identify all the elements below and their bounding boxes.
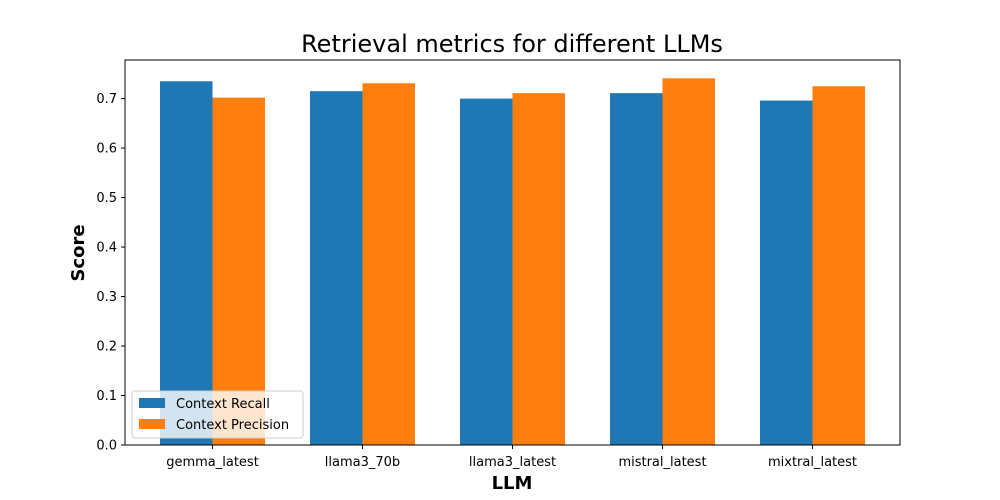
x-tick-label: mistral_latest <box>618 455 706 470</box>
bar-mixtral-latest-context-recall <box>760 100 813 446</box>
y-tick-label: 0.4 <box>96 241 117 256</box>
legend: Context Recall Context Precision <box>131 390 304 439</box>
bar-llama3-70b-context-precision <box>362 83 415 445</box>
y-tick-label: 0.6 <box>96 142 117 157</box>
y-tick-label: 0.5 <box>96 191 117 206</box>
bar-llama3-latest-context-precision <box>512 93 565 446</box>
legend-swatch-context-recall <box>139 398 165 408</box>
bar-gemma-latest-context-precision <box>212 97 265 445</box>
y-tick-label: 0.0 <box>96 439 117 454</box>
y-axis-label: Score <box>68 224 89 281</box>
bar-llama3-latest-context-recall <box>460 98 513 445</box>
y-tick-label: 0.7 <box>96 92 117 107</box>
y-tick-label: 0.2 <box>96 340 117 355</box>
x-axis-ticks: gemma_latest llama3_70b llama3_latest mistr… <box>166 445 857 470</box>
bar-mistral-latest-context-precision <box>662 78 715 446</box>
legend-box <box>131 390 304 439</box>
x-tick-label: llama3_latest <box>469 455 556 470</box>
bar-mistral-latest-context-recall <box>610 93 663 446</box>
x-tick-label: mixtral_latest <box>768 455 857 470</box>
legend-swatch-context-precision <box>139 419 165 429</box>
y-axis-ticks: 0.0 0.1 0.2 0.3 0.4 0.5 0.6 0.7 <box>96 92 125 454</box>
y-tick-label: 0.3 <box>96 290 117 305</box>
x-tick-label: gemma_latest <box>166 455 259 470</box>
legend-label-context-precision: Context Precision <box>176 418 289 433</box>
bars-group <box>160 78 865 446</box>
bar-llama3-70b-context-recall <box>310 91 363 446</box>
legend-label-context-recall: Context Recall <box>176 397 270 412</box>
plot-area: 0.0 0.1 0.2 0.3 0.4 0.5 0.6 0.7 gemma_latest lla… <box>96 59 901 470</box>
bar-mixtral-latest-context-precision <box>812 86 865 445</box>
x-tick-label: llama3_70b <box>325 455 400 470</box>
bar-gemma-latest-context-recall <box>160 81 213 445</box>
y-tick-label: 0.1 <box>96 389 117 404</box>
chart-title: Retrieval metrics for different LLMs <box>301 30 723 58</box>
x-axis-label: LLM <box>492 473 533 494</box>
